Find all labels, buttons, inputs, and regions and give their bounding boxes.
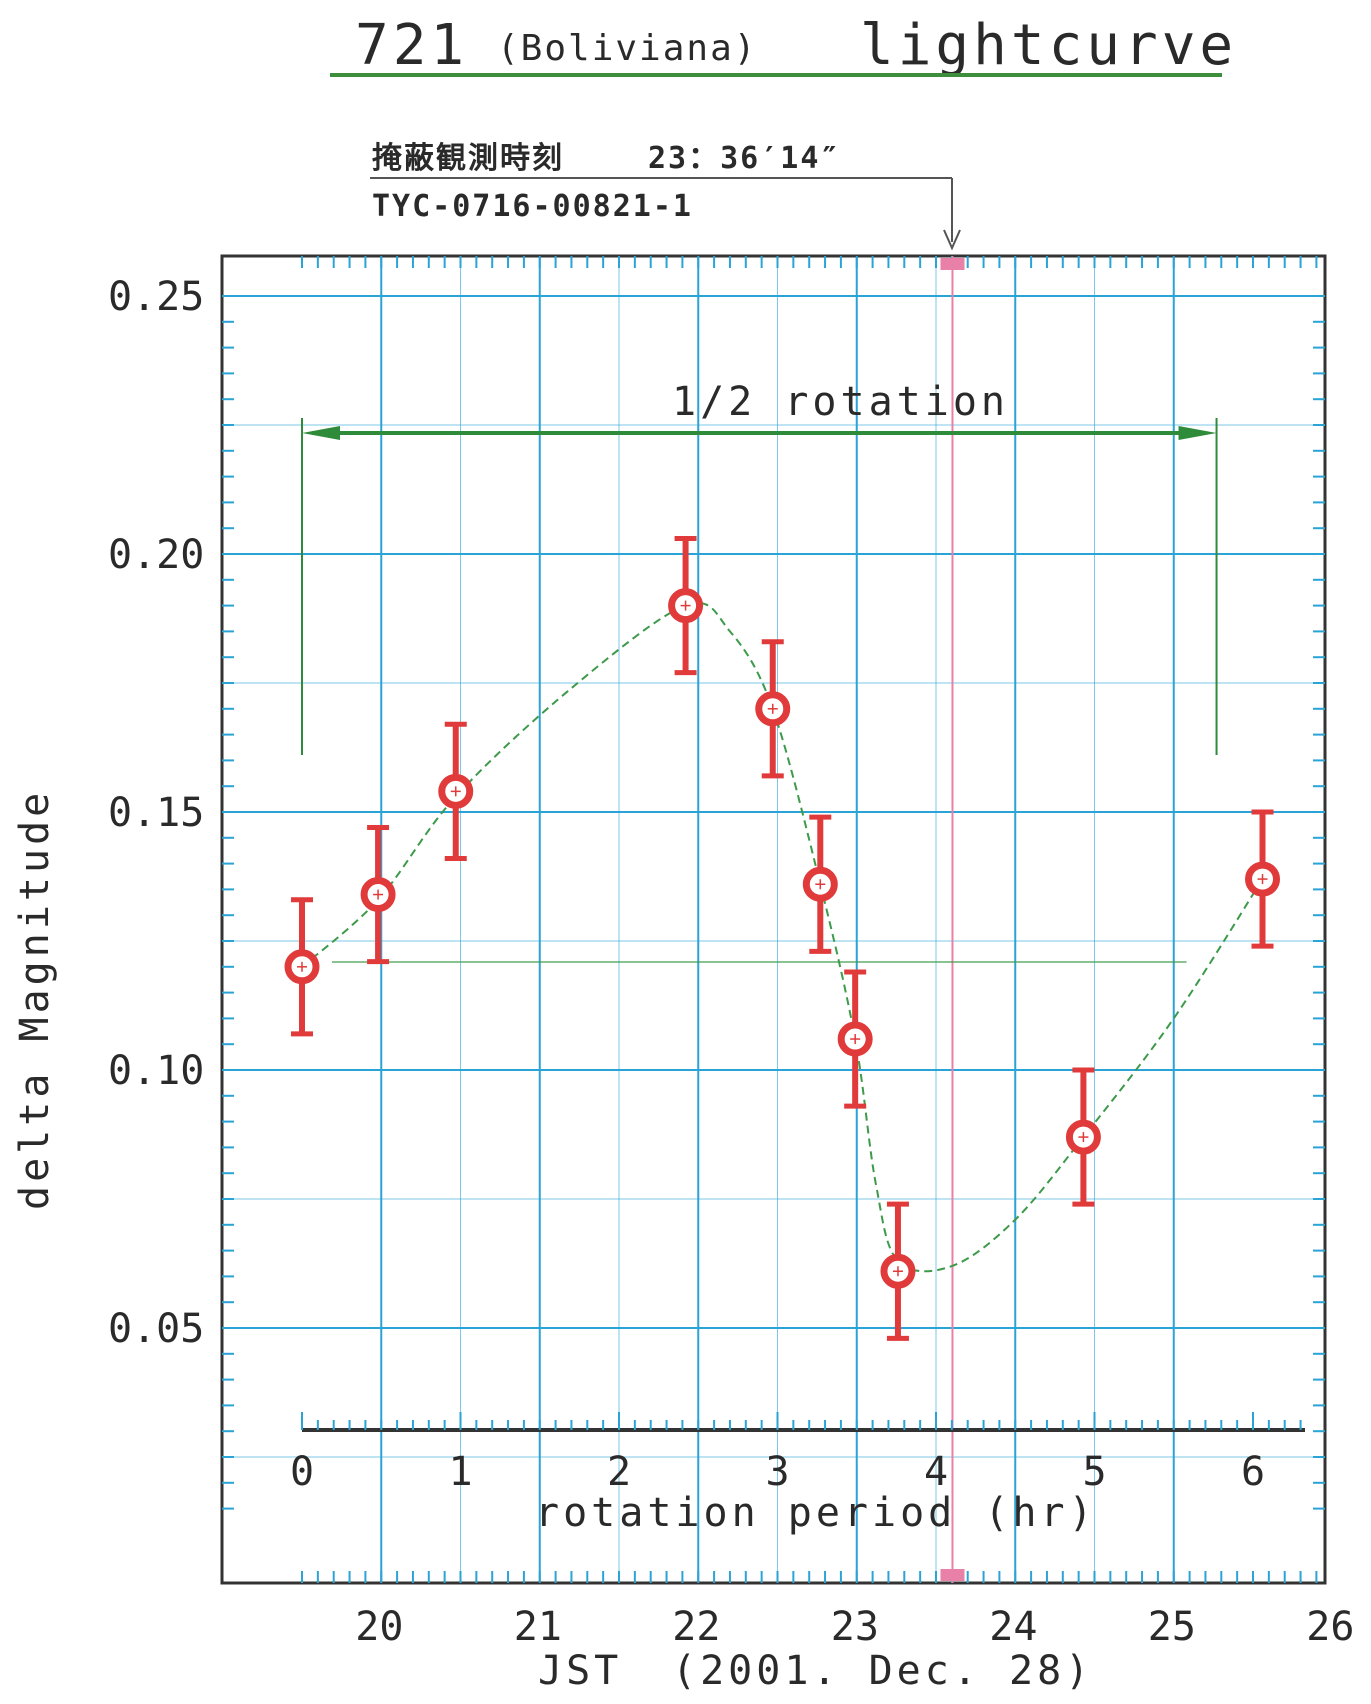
occultation-time: 23：36′14″ bbox=[648, 141, 841, 176]
y-tick-label: 0.25 bbox=[108, 274, 204, 320]
data-point bbox=[880, 1201, 916, 1341]
y-tick-label: 0.10 bbox=[108, 1048, 204, 1094]
jst-tick-label: 25 bbox=[1148, 1604, 1196, 1650]
fit-curve bbox=[301, 602, 1264, 1273]
data-point bbox=[802, 814, 838, 954]
title-name: (Boliviana) bbox=[497, 28, 757, 69]
jst-tick-label: 23 bbox=[831, 1604, 879, 1650]
title-word: lightcurve bbox=[860, 13, 1237, 78]
star-id: TYC-0716-00821-1 bbox=[372, 189, 693, 224]
occultation-arrowhead bbox=[943, 229, 961, 251]
rotation-tick-label: 6 bbox=[1241, 1449, 1265, 1495]
half-rotation-arrowhead-left bbox=[302, 426, 340, 440]
y-tick-labels: 0.25 0.20 0.15 0.10 0.05 bbox=[108, 274, 204, 1352]
jst-tick-label: 22 bbox=[672, 1604, 720, 1650]
rotation-tick-label: 1 bbox=[449, 1449, 473, 1495]
data-point bbox=[1065, 1067, 1101, 1207]
rotation-tick-label: 0 bbox=[290, 1449, 314, 1495]
data-point bbox=[1245, 809, 1281, 949]
y-tick-label: 0.20 bbox=[108, 532, 204, 578]
y-tick-label: 0.05 bbox=[108, 1306, 204, 1352]
frame-ticks bbox=[222, 256, 1325, 1583]
data-point bbox=[755, 639, 791, 779]
plot-frame bbox=[220, 254, 1327, 1585]
rotation-tick-label: 2 bbox=[607, 1449, 631, 1495]
half-rotation-label: 1/2 rotation bbox=[672, 379, 1009, 425]
y-axis-title: delta Magnitude bbox=[12, 789, 58, 1210]
jst-tick-labels: 20 21 22 23 24 25 26 bbox=[355, 1604, 1354, 1650]
rotation-tick-label: 5 bbox=[1083, 1449, 1107, 1495]
rotation-axis-title: rotation period (hr) bbox=[535, 1490, 1097, 1536]
occultation-label: 掩蔽観測時刻 bbox=[372, 141, 564, 176]
fit-curve-path bbox=[301, 602, 1264, 1273]
grid bbox=[222, 256, 1325, 1583]
half-rotation-arrowhead-right bbox=[1178, 426, 1217, 440]
data-point bbox=[284, 897, 320, 1037]
jst-tick-label: 24 bbox=[989, 1604, 1037, 1650]
rotation-period-axis: 0 1 2 3 4 5 6 bbox=[290, 1412, 1305, 1495]
rotation-tick-label: 4 bbox=[924, 1449, 948, 1495]
x-axis-title: JST bbox=[538, 1648, 622, 1694]
occultation-marker-bottom bbox=[940, 1569, 965, 1581]
title-number: 721 bbox=[355, 13, 468, 78]
occultation-line bbox=[940, 256, 965, 1583]
data-point bbox=[438, 721, 474, 861]
data-point bbox=[360, 824, 396, 965]
half-rotation-marker: 1/2 rotation bbox=[301, 379, 1218, 963]
rotation-tick-label: 3 bbox=[766, 1449, 790, 1495]
y-tick-label: 0.15 bbox=[108, 790, 204, 836]
occultation-marker-top bbox=[940, 258, 965, 270]
jst-tick-label: 26 bbox=[1306, 1604, 1354, 1650]
jst-tick-label: 20 bbox=[355, 1604, 403, 1650]
jst-tick-label: 21 bbox=[514, 1604, 562, 1650]
data-points bbox=[284, 536, 1281, 1341]
data-point bbox=[668, 536, 704, 676]
data-point bbox=[837, 969, 873, 1109]
x-axis-date: (2001. Dec. 28) bbox=[672, 1648, 1093, 1694]
